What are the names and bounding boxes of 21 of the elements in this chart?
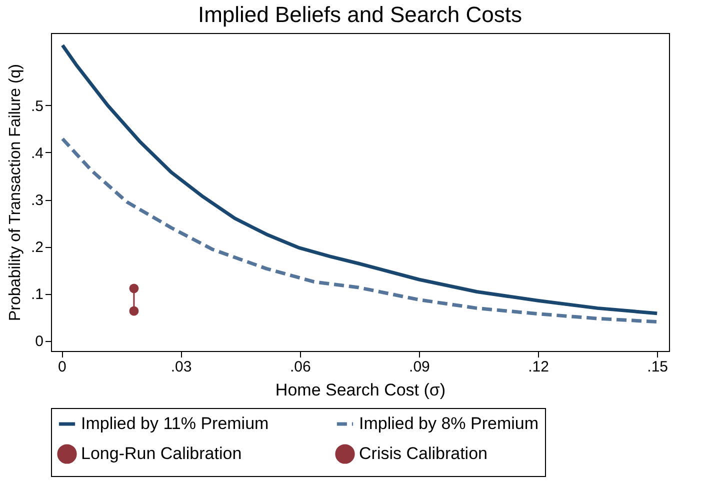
y-tick-label: .1	[30, 286, 44, 304]
x-tick-label: .06	[290, 358, 311, 376]
y-axis-title: Probability of Transaction Failure (q)	[6, 64, 24, 321]
legend-label: Crisis Calibration	[359, 444, 488, 463]
y-tick-label: .5	[30, 98, 44, 115]
legend-label: Implied by 11% Premium	[81, 414, 269, 433]
y-tick-label: 0	[35, 333, 44, 350]
x-tick-label: .03	[170, 358, 192, 376]
line-series	[60, 137, 659, 324]
x-tick-label: .09	[409, 358, 430, 376]
x-tick-label: 0	[58, 358, 66, 376]
x-tick-label: .15	[647, 358, 668, 376]
legend-label: Long-Run Calibration	[81, 444, 242, 463]
legend-label: Implied by 8% Premium	[359, 414, 539, 433]
y-tick-label: .2	[30, 239, 44, 256]
y-tick-label: .4	[30, 144, 44, 162]
y-tick-label: .3	[30, 192, 44, 210]
x-tick-label: .12	[528, 358, 549, 376]
x-axis-title: Home Search Cost (σ)	[275, 380, 446, 400]
chart-title: Implied Beliefs and Search Costs	[198, 2, 522, 27]
line-series	[60, 43, 659, 316]
